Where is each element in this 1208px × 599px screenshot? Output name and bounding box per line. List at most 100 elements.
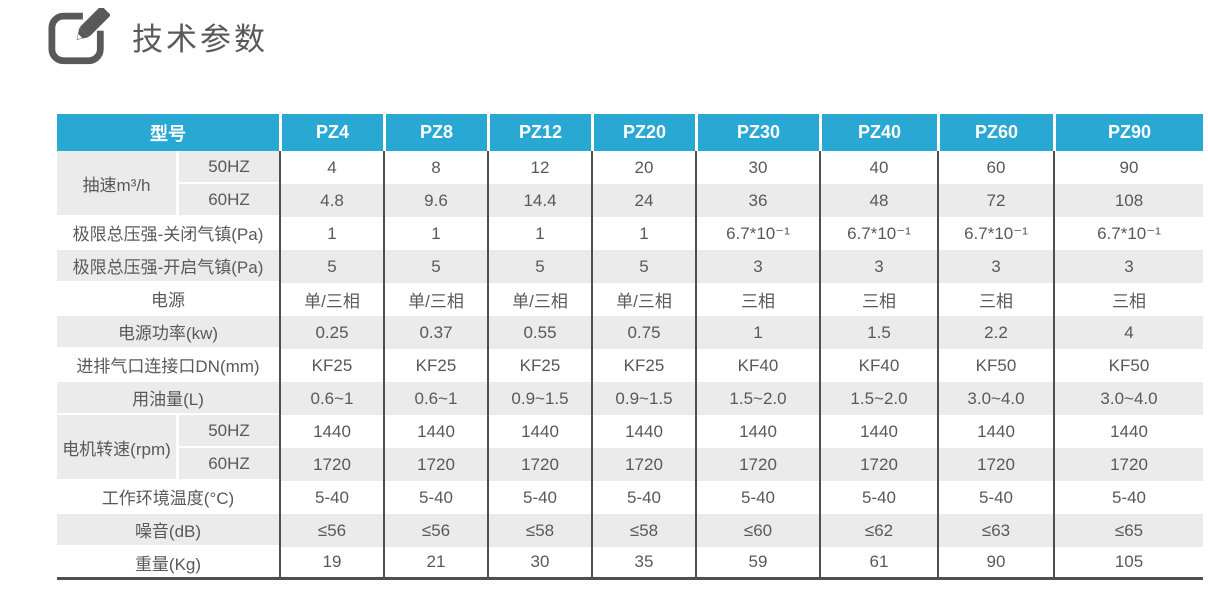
param-value: 61 xyxy=(819,547,937,580)
param-value: 0.25 xyxy=(279,316,383,349)
param-value: 1720 xyxy=(1053,448,1203,481)
model-header: PZ20 xyxy=(591,114,695,151)
param-label: 电机转速(rpm) xyxy=(57,415,179,481)
param-value: 3 xyxy=(1053,250,1203,283)
table-header-row: 型号 PZ4 PZ8 PZ12 PZ20 PZ30 PZ40 PZ60 PZ90 xyxy=(57,114,1203,151)
table-row: 60HZ 4.8 9.6 14.4 24 36 48 72 108 xyxy=(57,184,1203,217)
param-value: 5 xyxy=(487,250,591,283)
param-value: KF50 xyxy=(1053,349,1203,382)
param-value: 1440 xyxy=(695,415,819,448)
table-row: 电源 单/三相 单/三相 单/三相 单/三相 三相 三相 三相 三相 xyxy=(57,283,1203,316)
table-row: 进排气口连接口DN(mm) KF25 KF25 KF25 KF25 KF40 K… xyxy=(57,349,1203,382)
param-value: KF40 xyxy=(695,349,819,382)
param-value: 1720 xyxy=(695,448,819,481)
param-value: 48 xyxy=(819,184,937,217)
param-value: 1440 xyxy=(279,415,383,448)
param-value: 三相 xyxy=(1053,283,1203,316)
model-header: PZ12 xyxy=(487,114,591,151)
model-header: PZ40 xyxy=(819,114,937,151)
param-value: 1720 xyxy=(591,448,695,481)
param-value: 6.7*10⁻¹ xyxy=(695,217,819,250)
table-row: 重量(Kg) 19 21 30 35 59 61 90 105 xyxy=(57,547,1203,580)
param-value: 0.75 xyxy=(591,316,695,349)
param-value: 5-40 xyxy=(591,481,695,514)
param-value: 6.7*10⁻¹ xyxy=(937,217,1053,250)
param-value: 1.5~2.0 xyxy=(819,382,937,415)
param-value: 72 xyxy=(937,184,1053,217)
param-value: 4 xyxy=(279,151,383,184)
param-label: 噪音(dB) xyxy=(57,514,279,547)
param-value: ≤56 xyxy=(279,514,383,547)
param-value: KF25 xyxy=(591,349,695,382)
table-row: 电源功率(kw) 0.25 0.37 0.55 0.75 1 1.5 2.2 4 xyxy=(57,316,1203,349)
param-value: KF40 xyxy=(819,349,937,382)
param-value: 1440 xyxy=(591,415,695,448)
param-value: 1440 xyxy=(937,415,1053,448)
param-value: 36 xyxy=(695,184,819,217)
param-label: 用油量(L) xyxy=(57,382,279,415)
param-value: 60 xyxy=(937,151,1053,184)
param-value: 14.4 xyxy=(487,184,591,217)
param-value: 1 xyxy=(279,217,383,250)
param-sublabel: 60HZ xyxy=(179,448,279,481)
param-value: KF25 xyxy=(279,349,383,382)
param-value: 90 xyxy=(1053,151,1203,184)
param-value: 5-40 xyxy=(383,481,487,514)
model-header: PZ30 xyxy=(695,114,819,151)
param-value: 19 xyxy=(279,547,383,580)
param-value: 1440 xyxy=(383,415,487,448)
param-value: ≤60 xyxy=(695,514,819,547)
param-value: 1720 xyxy=(279,448,383,481)
param-value: 1720 xyxy=(937,448,1053,481)
param-value: 3 xyxy=(695,250,819,283)
param-value: 5-40 xyxy=(279,481,383,514)
param-value: 4 xyxy=(1053,316,1203,349)
param-label: 极限总压强-关闭气镇(Pa) xyxy=(57,217,279,250)
param-value: 6.7*10⁻¹ xyxy=(819,217,937,250)
tech-params-table: 型号 PZ4 PZ8 PZ12 PZ20 PZ30 PZ40 PZ60 PZ90… xyxy=(57,114,1203,580)
param-value: 2.2 xyxy=(937,316,1053,349)
param-value: 40 xyxy=(819,151,937,184)
section-header: 技术参数 xyxy=(48,6,268,65)
param-value: 1 xyxy=(695,316,819,349)
param-value: 20 xyxy=(591,151,695,184)
param-value: 0.9~1.5 xyxy=(487,382,591,415)
param-value: 1440 xyxy=(819,415,937,448)
table-row: 噪音(dB) ≤56 ≤56 ≤58 ≤58 ≤60 ≤62 ≤63 ≤65 xyxy=(57,514,1203,547)
param-value: 0.9~1.5 xyxy=(591,382,695,415)
param-label: 工作环境温度(°C) xyxy=(57,481,279,514)
param-value: 0.37 xyxy=(383,316,487,349)
model-header: PZ4 xyxy=(279,114,383,151)
param-sublabel: 60HZ xyxy=(179,184,279,217)
model-header: PZ8 xyxy=(383,114,487,151)
param-label: 进排气口连接口DN(mm) xyxy=(57,349,279,382)
param-value: 1720 xyxy=(819,448,937,481)
param-value: 3 xyxy=(937,250,1053,283)
param-value: 3 xyxy=(819,250,937,283)
param-value: 0.55 xyxy=(487,316,591,349)
param-value: 单/三相 xyxy=(591,283,695,316)
param-value: KF25 xyxy=(487,349,591,382)
model-column-header: 型号 xyxy=(57,114,279,151)
param-value: 90 xyxy=(937,547,1053,580)
param-value: 5-40 xyxy=(937,481,1053,514)
param-value: 1.5 xyxy=(819,316,937,349)
param-value: 5-40 xyxy=(695,481,819,514)
param-sublabel: 50HZ xyxy=(179,151,279,184)
param-value: 1 xyxy=(487,217,591,250)
param-value: 三相 xyxy=(819,283,937,316)
param-label: 重量(Kg) xyxy=(57,547,279,580)
param-value: ≤56 xyxy=(383,514,487,547)
param-value: ≤65 xyxy=(1053,514,1203,547)
model-header: PZ90 xyxy=(1053,114,1203,151)
table-row: 电机转速(rpm) 50HZ 1440 1440 1440 1440 1440 … xyxy=(57,415,1203,481)
param-value: 6.7*10⁻¹ xyxy=(1053,217,1203,250)
param-value: ≤58 xyxy=(591,514,695,547)
table-row: 60HZ 1720 1720 1720 1720 1720 1720 1720 … xyxy=(57,448,1203,481)
param-value: 三相 xyxy=(937,283,1053,316)
param-value: 0.6~1 xyxy=(279,382,383,415)
param-label: 极限总压强-开启气镇(Pa) xyxy=(57,250,279,283)
param-value: 0.6~1 xyxy=(383,382,487,415)
param-value: 12 xyxy=(487,151,591,184)
param-value: ≤62 xyxy=(819,514,937,547)
